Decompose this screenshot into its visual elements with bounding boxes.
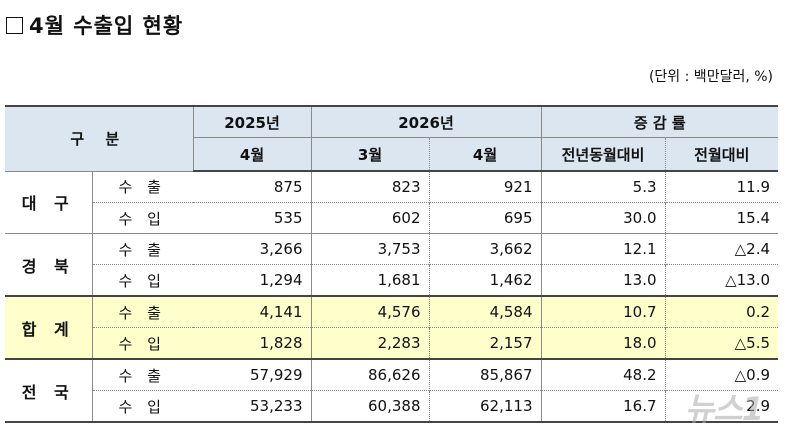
cell-2026-mar: 823 [311, 170, 430, 203]
header-2026-mar: 3월 [311, 137, 430, 172]
cell-2026-apr: 3,662 [429, 233, 542, 265]
cell-2026-mar: 60,388 [311, 390, 430, 423]
row-kind: 수 출 [92, 295, 194, 328]
cell-2025-apr: 535 [193, 202, 312, 234]
cell-2025-apr: 57,929 [193, 359, 312, 391]
cell-2026-mar: 2,283 [311, 327, 430, 360]
square-bullet-icon [6, 17, 23, 34]
region-gyeongbuk: 경 북 [5, 233, 93, 296]
row-kind: 수 입 [92, 202, 194, 234]
cell-yoy: 5.3 [541, 170, 666, 203]
unit-note: (단위 : 백만달러, %) [648, 69, 773, 85]
header-growth: 증 감 률 [541, 105, 779, 138]
cell-2025-apr: 53,233 [193, 390, 312, 423]
cell-yoy: 10.7 [541, 295, 666, 328]
cell-mom: 0.2 [665, 295, 779, 328]
row-kind: 수 입 [92, 327, 194, 360]
table-row: 수 입 535 602 695 30.0 15.4 [5, 202, 779, 234]
table-row: 수 입 1,294 1,681 1,462 13.0 △13.0 [5, 264, 779, 296]
trade-table: 구 분 2025년 2026년 증 감 률 4월 3월 4월 전년동월대비 전월… [5, 105, 779, 423]
row-kind: 수 입 [92, 390, 194, 423]
cell-2026-apr: 1,462 [429, 264, 542, 296]
cell-yoy: 48.2 [541, 359, 666, 391]
header-2026-apr: 4월 [429, 137, 542, 172]
cell-2026-mar: 86,626 [311, 359, 430, 391]
row-kind: 수 출 [118, 366, 166, 385]
region-national: 전 국 [5, 359, 93, 423]
row-kind: 수 출 [92, 233, 194, 265]
table-row: 수 입 1,828 2,283 2,157 18.0 △5.5 [5, 327, 779, 360]
cell-2026-apr: 85,867 [429, 359, 542, 391]
cell-yoy: 16.7 [541, 390, 666, 423]
table-row: 전 국 수 출 57,929 86,626 85,867 48.2 △0.9 [5, 359, 778, 423]
table-row: 합 계 수 출 4,141 4,576 4,584 10.7 0.2 [5, 295, 779, 360]
header-year-2026: 2026년 [311, 105, 542, 138]
row-kind: 수 입 [92, 264, 194, 296]
cell-mom: △13.0 [665, 264, 779, 296]
cell-2025-apr: 875 [193, 170, 312, 203]
region-total: 합 계 [5, 295, 93, 360]
cell-yoy: 13.0 [541, 264, 666, 296]
cell-2026-mar: 1,681 [311, 264, 430, 296]
cell-2025-apr: 1,828 [193, 327, 312, 360]
cell-2026-apr: 2,157 [429, 327, 542, 360]
cell-2026-apr: 62,113 [429, 390, 542, 423]
page-title-text: 4월 수출입 현황 [29, 14, 184, 38]
table-row: 수 입 53,233 60,388 62,113 16.7 2.9 [5, 390, 779, 423]
cell-mom: 2.9 [665, 390, 779, 423]
cell-mom: 15.4 [665, 202, 779, 234]
header-mom: 전월대비 [665, 137, 779, 172]
cell-2026-mar: 602 [311, 202, 430, 234]
region-daegu: 대 구 [5, 170, 93, 234]
cell-yoy: 30.0 [541, 202, 666, 234]
cell-yoy: 18.0 [541, 327, 666, 360]
cell-mom: 11.9 [665, 170, 779, 203]
header-2025-apr: 4월 [193, 137, 312, 172]
cell-yoy: 12.1 [541, 233, 666, 265]
header-category: 구 분 [5, 105, 194, 171]
table-row: 대 구 수 출 875 823 921 5.3 11.9 [5, 170, 779, 234]
table-row: 경 북 수 출 3,266 3,753 3,662 12.1 △2.4 [5, 233, 779, 296]
cell-2025-apr: 3,266 [193, 233, 312, 265]
cell-mom: △5.5 [665, 327, 779, 360]
cell-mom: △0.9 [734, 366, 771, 384]
cell-2026-apr: 921 [429, 170, 542, 203]
header-year-2025: 2025년 [193, 105, 312, 138]
row-kind: 수 출 [92, 170, 194, 203]
cell-2025-apr: 1,294 [193, 264, 312, 296]
cell-2026-mar: 3,753 [311, 233, 430, 265]
cell-mom: △2.4 [665, 233, 779, 265]
header-yoy: 전년동월대비 [541, 137, 666, 172]
cell-2026-apr: 4,584 [429, 295, 542, 328]
cell-2025-apr: 4,141 [193, 295, 312, 328]
cell-2026-apr: 695 [429, 202, 542, 234]
cell-2026-mar: 4,576 [311, 295, 430, 328]
page-title: 4월 수출입 현황 [6, 10, 183, 40]
